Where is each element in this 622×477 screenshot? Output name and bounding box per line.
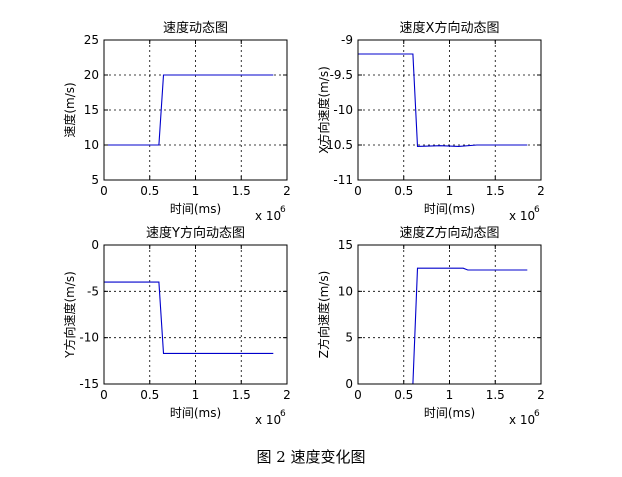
y-tick-label: -9 [341,33,353,47]
x-axis-multiplier-exponent: 6 [280,205,286,215]
x-tick-label: 2 [283,184,291,198]
x-axis-multiplier-exponent: 6 [534,205,540,215]
y-tick-label: -9.5 [330,68,353,82]
x-axis-label: 时间(ms) [424,202,475,216]
y-tick-label: 0 [91,238,99,252]
x-tick-label: 0.5 [394,184,413,198]
x-axis-multiplier: x 10 [509,413,535,427]
y-tick-label: 0 [345,377,353,391]
x-axis-multiplier: x 10 [255,413,281,427]
x-tick-label: 0 [100,184,108,198]
y-tick-label: 5 [345,331,353,345]
x-axis-multiplier: x 10 [255,209,281,223]
x-axis-label: 时间(ms) [170,406,221,420]
chart-title: 速度X方向动态图 [400,20,500,36]
series-line-1 [358,53,528,147]
y-tick-label: 20 [84,68,99,82]
y-tick-label: -15 [79,377,99,391]
x-tick-label: 0 [354,184,362,198]
x-tick-label: 1 [192,184,200,198]
x-tick-label: 2 [537,184,545,198]
subplot-2: 0 0.5 1 1.5 2 -11 -10.5 -10 -9.5 -9 速度X方向动态图时间(ms)… [316,20,545,223]
x-tick-label: 0.5 [394,388,413,402]
x-axis-multiplier: x 10 [509,209,535,223]
x-axis-label: 时间(ms) [424,406,475,420]
y-tick-label: -10.5 [322,138,353,152]
x-tick-label: 0.5 [140,388,159,402]
series-line-1 [104,281,274,354]
x-tick-label: 0.5 [140,184,159,198]
y-axis-label: X方向速度(m/s) [316,66,331,154]
y-axis-label: Z方向速度(m/s) [316,271,331,359]
x-axis-multiplier-exponent: 6 [534,409,540,419]
y-tick-label: 25 [84,33,99,47]
x-tick-label: 1 [446,184,454,198]
y-tick-label: 15 [338,238,353,252]
x-tick-label: 1.5 [486,184,505,198]
x-axis-label: 时间(ms) [170,202,221,216]
y-tick-label: 10 [338,284,353,298]
chart-title: 速度动态图 [163,20,228,36]
x-tick-label: 0 [354,388,362,402]
x-tick-label: 1 [192,388,200,402]
x-tick-label: 2 [283,388,291,402]
x-axis-multiplier-exponent: 6 [280,409,286,419]
series-line-1 [104,74,274,146]
x-tick-label: 1.5 [486,388,505,402]
y-tick-label: -10 [79,331,99,345]
y-tick-label: -10 [333,103,353,117]
y-tick-label: -11 [333,173,353,187]
x-tick-label: 1.5 [232,388,251,402]
x-tick-label: 2 [537,388,545,402]
y-tick-label: 10 [84,138,99,152]
y-axis-label: Y方向速度(m/s) [62,271,77,359]
y-tick-label: 15 [84,103,99,117]
chart-title: 速度Y方向动态图 [146,225,245,241]
figure-caption: 图 2 速度变化图 [256,448,366,466]
y-tick-label: -5 [87,284,99,298]
y-tick-label: 5 [91,173,99,187]
chart-title: 速度Z方向动态图 [400,225,500,241]
x-tick-label: 1 [446,388,454,402]
x-tick-label: 1.5 [232,184,251,198]
y-axis-label: 速度(m/s) [62,82,77,137]
x-tick-label: 0 [100,388,108,402]
